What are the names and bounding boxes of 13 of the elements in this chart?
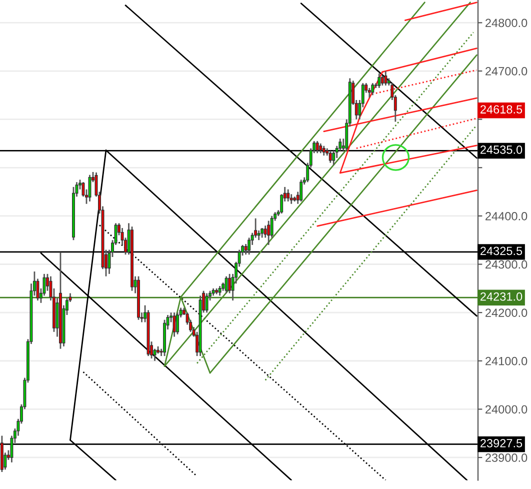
- y-tick-label: 24300.0: [486, 260, 528, 269]
- ref-line-label: 23927.5: [480, 439, 522, 448]
- y-tick-label: 24100.0: [486, 356, 528, 366]
- ref-line-label: 24231.0: [480, 292, 522, 301]
- y-tick-label: 24700.0: [486, 67, 528, 76]
- y-tick-label: 24000.0: [486, 405, 528, 414]
- y-tick-label: 23900.0: [486, 454, 528, 462]
- ref-line-label: 24535.0: [480, 146, 522, 154]
- y-tick-label: 24400.0: [486, 212, 528, 220]
- y-tick-label: 24800.0: [486, 18, 528, 28]
- y-tick-label: 24200.0: [486, 308, 528, 317]
- text: 24618.5: [480, 105, 522, 114]
- ref-line-label: 24325.5: [480, 246, 522, 256]
